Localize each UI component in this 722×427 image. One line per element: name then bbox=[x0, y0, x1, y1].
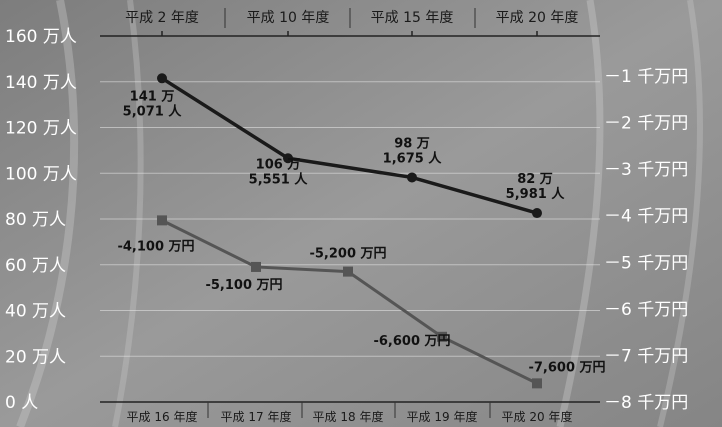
left-tick-label: 140 万人 bbox=[5, 73, 77, 93]
bottom-tick-label: 平成 16 年度 bbox=[127, 409, 198, 424]
data-label: 106 万 bbox=[256, 157, 301, 172]
top-tick-label: 平成 20 年度 bbox=[496, 10, 579, 26]
right-tick-label: －7 千万円 bbox=[604, 346, 688, 366]
left-tick-label: 120 万人 bbox=[5, 119, 77, 139]
left-tick-label: 40 万人 bbox=[5, 302, 66, 322]
bottom-tick-label: 平成 18 年度 bbox=[313, 409, 384, 424]
data-label: 98 万 bbox=[394, 136, 430, 151]
series-line-0 bbox=[161, 76, 538, 215]
left-tick-label: 100 万人 bbox=[5, 164, 77, 184]
data-point bbox=[251, 261, 261, 272]
left-tick-label: 160 万人 bbox=[5, 27, 77, 47]
data-label: -5,200 万円 bbox=[309, 247, 386, 262]
data-point bbox=[532, 208, 542, 219]
data-label: 141 万 bbox=[130, 89, 175, 104]
data-point bbox=[157, 73, 167, 84]
right-tick-label: －3 千万円 bbox=[604, 160, 688, 180]
left-tick-label: 0 人 bbox=[5, 393, 38, 413]
data-point bbox=[532, 378, 542, 389]
right-tick-label: －1 千万円 bbox=[604, 67, 688, 87]
right-tick-label: －8 千万円 bbox=[604, 393, 688, 413]
left-tick-label: 20 万人 bbox=[5, 347, 66, 367]
top-tick-label: 平成 10 年度 bbox=[247, 10, 330, 26]
bottom-tick-label: 平成 17 年度 bbox=[221, 409, 292, 424]
data-point bbox=[157, 215, 167, 226]
series bbox=[157, 73, 542, 389]
right-tick-label: －6 千万円 bbox=[604, 300, 688, 320]
data-label: 5,981 人 bbox=[506, 186, 566, 202]
top-tick-label: 平成 2 年度 bbox=[125, 10, 199, 26]
data-point bbox=[407, 172, 417, 183]
data-label: 5,551 人 bbox=[249, 171, 309, 187]
background-rails bbox=[16, 0, 703, 427]
bottom-tick-label: 平成 20 年度 bbox=[502, 409, 573, 424]
data-label: 82 万 bbox=[517, 172, 553, 187]
data-point bbox=[343, 266, 353, 277]
left-tick-label: 60 万人 bbox=[5, 256, 66, 276]
left-tick-label: 80 万人 bbox=[5, 210, 66, 230]
data-point bbox=[283, 153, 293, 164]
data-label: -7,600 万円 bbox=[528, 360, 605, 375]
right-tick-label: －2 千万円 bbox=[604, 114, 688, 134]
data-label: 1,675 人 bbox=[383, 150, 443, 166]
right-tick-label: －5 千万円 bbox=[604, 253, 688, 273]
data-label: 5,071 人 bbox=[123, 103, 183, 119]
data-label: -5,100 万円 bbox=[205, 278, 282, 293]
data-labels: 141 万5,071 人 106 万5,551 人 98 万1,675 人 82 万5… bbox=[117, 89, 605, 375]
data-label: -6,600 万円 bbox=[373, 334, 450, 349]
data-label: -4,100 万円 bbox=[117, 239, 194, 254]
grid bbox=[100, 35, 600, 403]
bottom-tick-label: 平成 19 年度 bbox=[407, 409, 478, 424]
axes: 160 万人 140 万人 120 万人 100 万人 80 万人 60 万人 40 万人 2… bbox=[5, 8, 688, 424]
right-tick-label: －4 千万円 bbox=[604, 207, 688, 227]
data-point bbox=[437, 331, 447, 342]
top-tick-label: 平成 15 年度 bbox=[371, 10, 454, 26]
